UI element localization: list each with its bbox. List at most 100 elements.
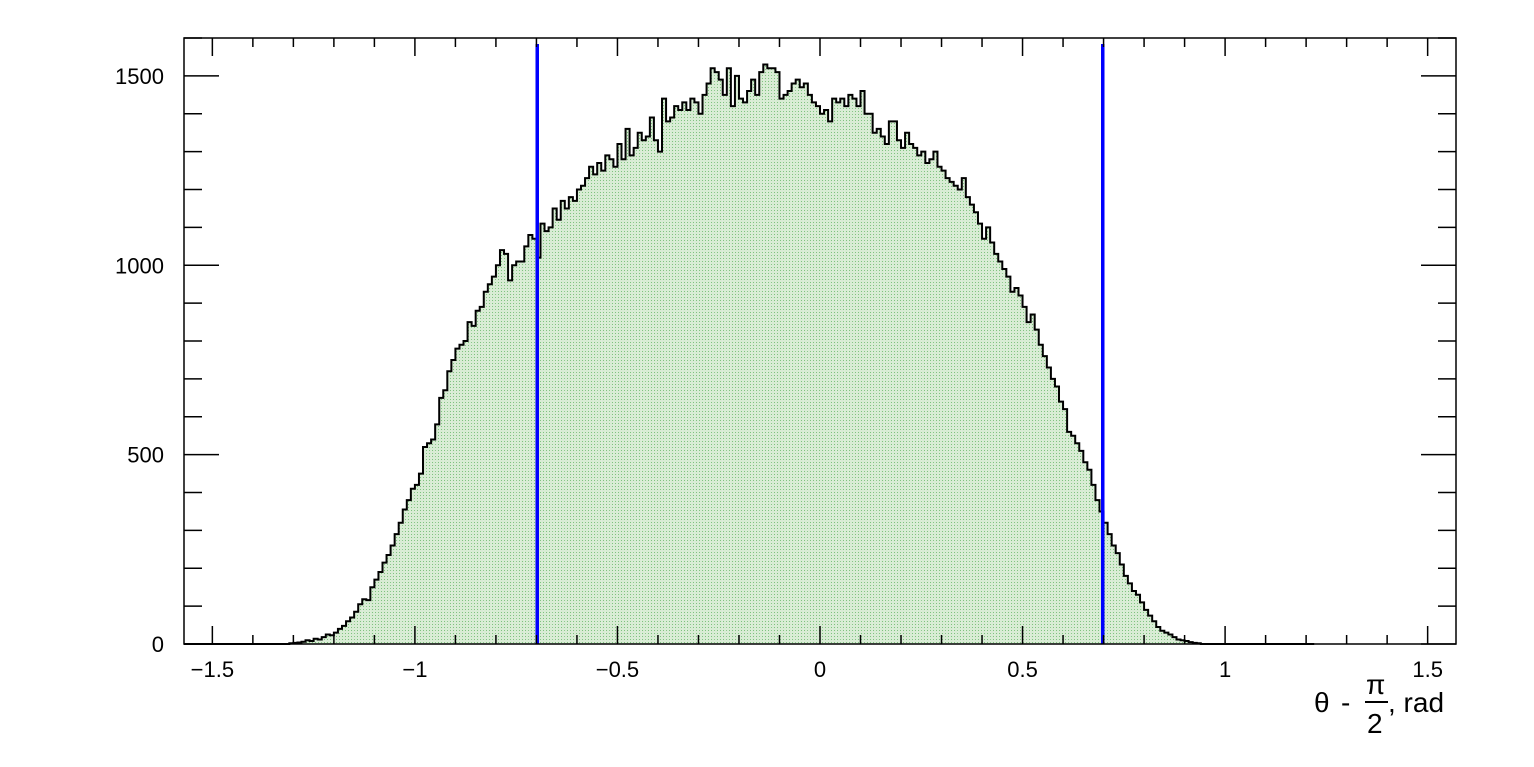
histogram-bar [888,121,893,644]
histogram-bar [427,443,432,644]
x-tick-label: −1 [402,657,427,682]
histogram-bar [572,200,577,645]
histogram-bar [1123,575,1128,644]
histogram-bar [1176,639,1181,644]
histogram-bar [346,621,351,644]
histogram-bar [645,136,650,644]
histogram-bar [1115,553,1120,644]
histogram-bar [1018,295,1023,644]
histogram-bar [856,106,861,645]
histogram-bar [321,637,326,644]
histogram-bar [1026,322,1031,644]
histogram-bar [1095,500,1100,644]
histogram-bar [743,102,748,644]
histogram-bar [670,117,675,645]
histogram-bar [848,94,853,644]
histogram-bar [1180,640,1185,644]
histogram-bar [698,113,703,644]
histogram-bar [714,72,719,644]
histogram-bar [341,625,347,644]
histogram-bar [362,599,367,644]
histogram-bar [568,197,573,644]
histogram-bar [820,113,825,644]
histogram-bar [884,144,889,645]
xlabel-theta: θ [1314,687,1330,718]
histogram-bar [1156,626,1161,644]
x-tick-label: 1.5 [1412,657,1443,682]
histogram-bar [917,155,922,644]
histogram-bar [528,234,533,644]
histogram-bar [771,68,776,645]
histogram-bar [666,121,671,644]
histogram-bar [601,170,606,644]
histogram-bar [905,132,910,644]
histogram-bar [734,75,739,644]
histogram-bar [406,500,411,644]
histogram-bar [1140,602,1145,644]
histogram-bar [933,151,938,644]
histogram-bar [532,238,537,645]
histogram-bar [957,189,962,644]
histogram-bar [973,212,978,644]
histogram-bar [633,147,638,644]
histogram-bar [459,344,464,644]
histogram-bar [779,98,784,645]
histogram-bar [649,117,654,645]
histogram-bar [909,144,914,645]
x-axis-ticks: −1.5 −1 −0.5 0 0.5 1 1.5 [191,38,1443,682]
histogram-bar [1075,443,1080,644]
histogram-bar [410,488,415,644]
histogram-bar [1172,637,1177,644]
histogram-bar [1152,621,1157,644]
y-tick-label: 1500 [115,64,164,89]
histogram-bar [625,128,630,644]
histogram-bar [378,572,383,644]
histogram-bar [609,159,614,644]
histogram-bar [1054,386,1060,644]
histogram-bar [354,611,359,644]
histogram-bar [990,242,995,644]
histogram-bar [491,276,496,644]
histogram-bar [1184,640,1189,644]
histogram-bar [455,348,460,644]
histogram-bar [998,261,1003,644]
histogram-bar [508,280,513,644]
histogram-bar [1087,469,1092,644]
histogram-bar [1135,594,1141,644]
histogram-bar [520,261,525,644]
histogram-bar [317,639,322,644]
histogram-bar [613,166,618,644]
histogram-bar [418,473,424,644]
histogram-bar [589,166,594,644]
xlabel-two: 2 [1367,708,1383,739]
histogram-bar [325,634,330,644]
histogram-bar [832,98,837,645]
histogram-bar [1022,306,1027,644]
y-tick-label: 500 [127,443,164,468]
histogram-bar [309,640,314,644]
histogram-bar [1091,484,1096,644]
histogram-bar [702,94,707,644]
histogram-bar [706,83,711,644]
histogram-bar [868,113,873,644]
histogram-bar [1002,269,1007,644]
histogram-bar [1119,564,1124,644]
histogram-bar [726,68,731,645]
histogram-bar [471,325,476,644]
histogram-bar [815,106,820,645]
histogram-bar [775,72,780,644]
histogram-bar [828,121,833,644]
histogram-bar [366,600,371,644]
histogram-bar [921,151,926,644]
histogram-bar [350,617,355,644]
histogram-bar [686,109,691,644]
histogram-bar [961,178,966,644]
histogram-bar [597,162,602,645]
histogram-bar [864,113,869,644]
histogram-bar [439,397,444,644]
histogram-bar [451,359,456,644]
histogram-bar [621,159,626,644]
histogram-bar [1067,431,1072,644]
histogram-bar [382,562,387,644]
histogram-bar [1079,450,1084,644]
